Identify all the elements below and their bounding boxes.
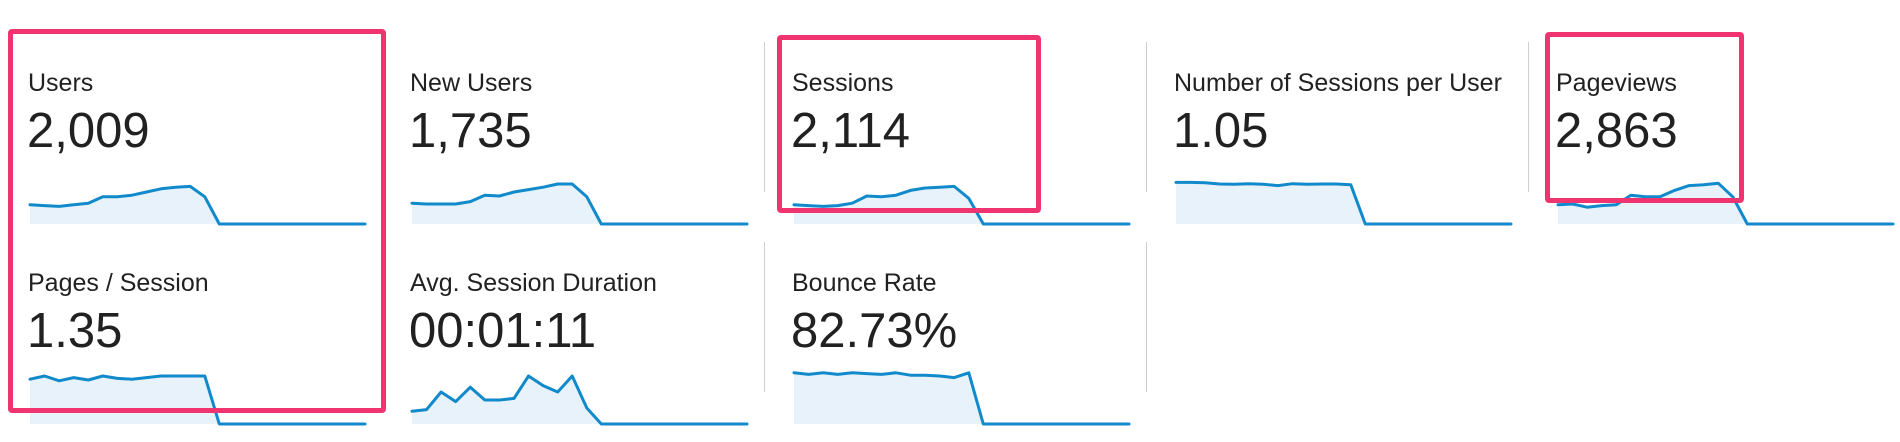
sparkline-chart <box>410 374 749 426</box>
divider <box>382 242 383 392</box>
empty-metric-slot <box>1146 242 1166 442</box>
divider <box>1146 42 1147 192</box>
sparkline-line <box>28 184 367 226</box>
sparkline-chart <box>1174 180 1513 226</box>
sparkline-line <box>28 374 367 426</box>
metric-value: 2,009 <box>27 104 150 158</box>
metric-label: Bounce Rate <box>792 269 937 297</box>
sparkline-area <box>30 186 365 224</box>
sparkline-line <box>792 184 1131 226</box>
metric-value: 1,735 <box>409 104 532 158</box>
divider <box>764 42 765 192</box>
metric-value: 1.35 <box>27 304 123 358</box>
metric-label: Pageviews <box>1556 69 1677 97</box>
metric-label: New Users <box>410 69 533 97</box>
sparkline-line <box>1556 181 1895 226</box>
sparkline-chart <box>1556 181 1895 226</box>
metric-sessions[interactable]: Sessions 2,114 <box>764 42 1144 242</box>
metric-label: Sessions <box>792 69 894 97</box>
metric-label: Avg. Session Duration <box>410 269 657 297</box>
sparkline-area <box>1558 183 1893 224</box>
metric-sessions-per-user[interactable]: Number of Sessions per User 1.05 <box>1146 42 1526 242</box>
sparkline-line <box>410 182 749 226</box>
metric-value: 2,863 <box>1555 104 1678 158</box>
divider <box>764 242 765 392</box>
sparkline-line <box>792 371 1131 426</box>
metric-value: 82.73% <box>791 304 958 358</box>
metric-pages-per-session[interactable]: Pages / Session 1.35 <box>0 242 380 442</box>
sparkline-line <box>410 374 749 426</box>
sparkline-area <box>412 184 747 224</box>
metric-label: Users <box>28 69 94 97</box>
sparkline-chart <box>792 371 1131 426</box>
metric-value: 1.05 <box>1173 104 1269 158</box>
sparkline-area <box>794 186 1129 224</box>
metric-value: 00:01:11 <box>409 304 597 358</box>
divider <box>1528 42 1529 192</box>
metric-label: Number of Sessions per User <box>1174 69 1502 97</box>
sparkline-area <box>412 376 747 424</box>
divider <box>1146 242 1147 392</box>
metric-pageviews[interactable]: Pageviews 2,863 <box>1528 42 1900 242</box>
sparkline-chart <box>792 184 1131 226</box>
metric-new-users[interactable]: New Users 1,735 <box>382 42 762 242</box>
divider <box>382 42 383 192</box>
metric-value: 2,114 <box>791 104 910 158</box>
sparkline-area <box>1176 182 1511 224</box>
sparkline-chart <box>28 184 367 226</box>
sparkline-chart <box>410 182 749 226</box>
sparkline-area <box>30 376 365 424</box>
metric-avg-session-duration[interactable]: Avg. Session Duration 00:01:11 <box>382 242 762 442</box>
sparkline-chart <box>28 374 367 426</box>
metric-users[interactable]: Users 2,009 <box>0 42 380 242</box>
metric-label: Pages / Session <box>28 269 209 297</box>
sparkline-line <box>1174 180 1513 226</box>
sparkline-area <box>794 372 1129 424</box>
metric-bounce-rate[interactable]: Bounce Rate 82.73% <box>764 242 1144 442</box>
